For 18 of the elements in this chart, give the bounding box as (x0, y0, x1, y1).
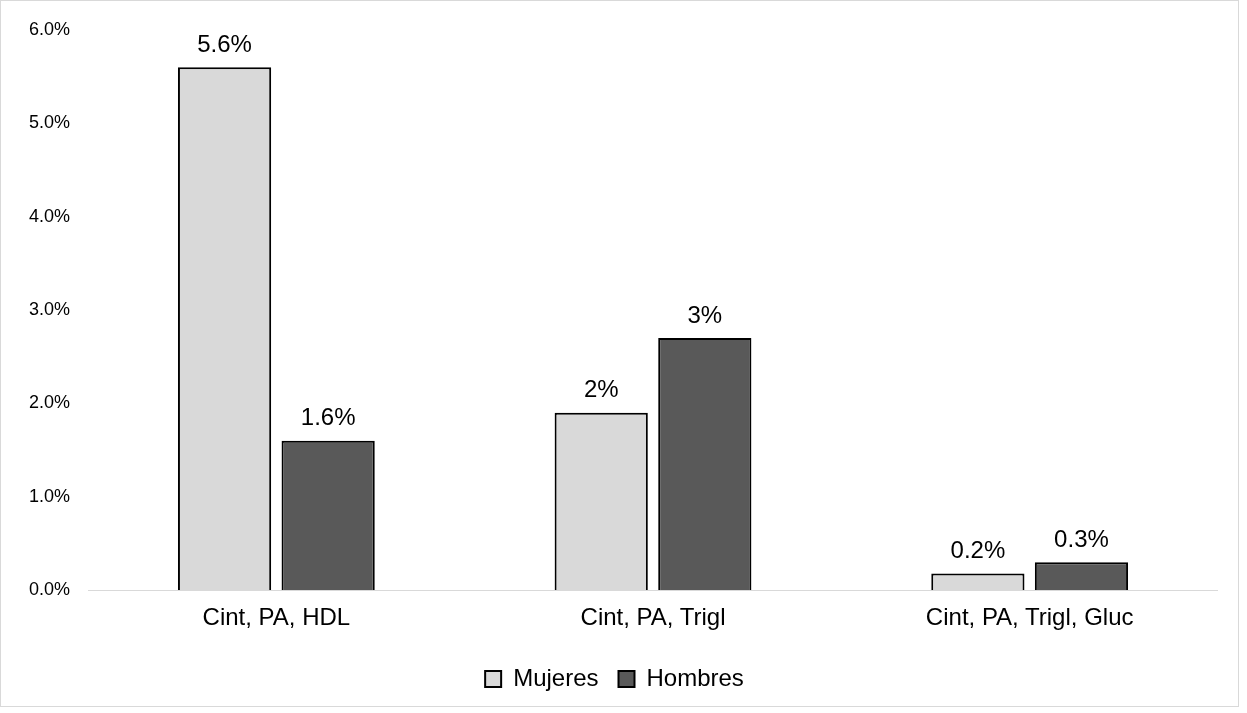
data-label: 1.6% (300, 403, 356, 431)
data-label: 0.2% (950, 536, 1006, 564)
y-tick-label: 4.0% (29, 205, 71, 226)
y-tick-label: 3.0% (29, 298, 71, 319)
y-tick-label: 0.0% (29, 579, 71, 600)
data-label: 5.6% (197, 29, 252, 57)
data-label: 3% (687, 300, 723, 328)
y-tick-label: 5.0% (29, 112, 71, 133)
y-tick-label: 2.0% (29, 392, 71, 413)
x-tick-label: Cint, PA, HDL (202, 603, 351, 631)
x-tick-label: Cint, PA, Trigl (580, 603, 726, 631)
legend-label: Mujeres (513, 663, 599, 691)
legend-label: Hombres (646, 663, 744, 691)
data-label: 0.3% (1054, 524, 1109, 552)
y-tick-label: 6.0% (29, 18, 71, 39)
x-tick-label: Cint, PA, Trigl, Gluc (925, 603, 1134, 631)
y-tick-label: 1.0% (29, 485, 71, 506)
data-label: 2% (583, 375, 619, 403)
